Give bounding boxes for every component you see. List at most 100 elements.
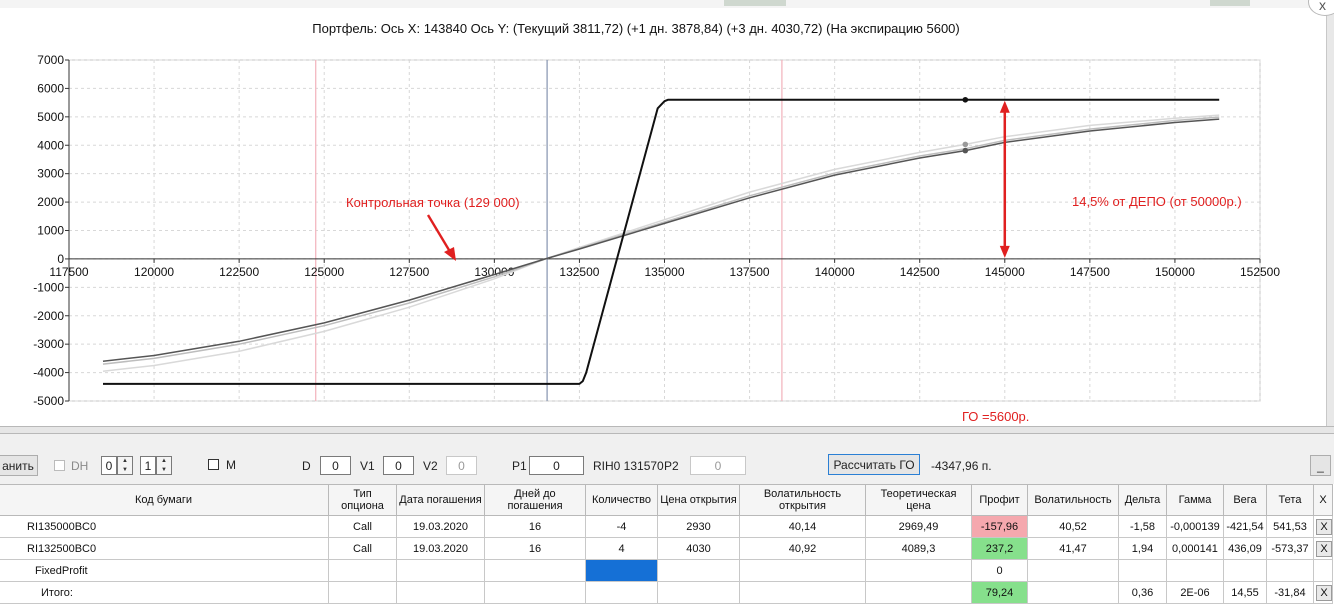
spin1-stepper[interactable]: ▲ ▼ — [117, 456, 133, 475]
v2-input[interactable]: 0 — [446, 456, 477, 475]
column-header[interactable]: Гамма — [1166, 484, 1224, 516]
m-checkbox[interactable] — [208, 459, 219, 470]
column-header[interactable]: Дельта — [1118, 484, 1167, 516]
table-cell[interactable]: -4 — [585, 515, 658, 538]
table-cell[interactable] — [585, 559, 658, 582]
dh-checkbox[interactable] — [54, 460, 65, 471]
table-cell[interactable]: 40,92 — [739, 537, 866, 560]
table-cell[interactable]: 2930 — [657, 515, 740, 538]
remove-row-button[interactable]: X — [1316, 540, 1332, 557]
remove-row-button[interactable]: X — [1316, 584, 1332, 601]
table-cell[interactable] — [1027, 559, 1119, 582]
table-cell[interactable]: 4089,3 — [865, 537, 972, 560]
table-cell[interactable]: -421,54 — [1223, 515, 1267, 538]
table-cell[interactable] — [1166, 559, 1224, 582]
column-header[interactable]: Дата погашения — [396, 484, 485, 516]
table-cell[interactable]: X — [1313, 581, 1333, 604]
table-row[interactable]: RI132500BC0 Call 19.03.2020 16 4 4030 40,92 408… — [0, 537, 1333, 560]
table-cell[interactable]: 4030 — [657, 537, 740, 560]
column-header[interactable]: Тета — [1266, 484, 1314, 516]
table-cell[interactable]: 1,94 — [1118, 537, 1167, 560]
table-cell[interactable]: 2E-06 — [1166, 581, 1224, 604]
table-cell[interactable] — [484, 559, 586, 582]
column-header[interactable]: Волатильность открытия — [739, 484, 866, 516]
table-cell[interactable] — [1313, 559, 1333, 582]
table-cell[interactable]: X — [1313, 515, 1333, 538]
table-cell[interactable]: 16 — [484, 515, 586, 538]
table-cell[interactable]: 237,2 — [971, 537, 1028, 560]
column-header[interactable]: Профит — [971, 484, 1028, 516]
table-cell[interactable] — [328, 581, 397, 604]
table-cell[interactable]: -0,000139 — [1166, 515, 1224, 538]
column-header[interactable]: Теоретическая цена — [865, 484, 972, 516]
table-cell[interactable] — [1118, 559, 1167, 582]
table-cell[interactable]: 541,53 — [1266, 515, 1314, 538]
table-row[interactable]: RI135000BC0 Call 19.03.2020 16 -4 2930 40,14 29… — [0, 515, 1333, 538]
table-cell[interactable] — [396, 559, 485, 582]
table-cell[interactable]: 14,55 — [1223, 581, 1267, 604]
panel-splitter[interactable] — [0, 426, 1334, 434]
table-cell[interactable]: -573,37 — [1266, 537, 1314, 560]
table-cell[interactable]: 0 — [971, 559, 1028, 582]
table-cell[interactable]: 4 — [585, 537, 658, 560]
column-header[interactable]: Тип опциона — [328, 484, 397, 516]
table-cell[interactable] — [865, 559, 972, 582]
table-cell[interactable]: 16 — [484, 537, 586, 560]
table-cell[interactable] — [739, 581, 866, 604]
table-cell[interactable]: -31,84 — [1266, 581, 1314, 604]
table-cell[interactable]: -1,58 — [1118, 515, 1167, 538]
remove-row-button[interactable]: X — [1316, 518, 1332, 535]
table-cell[interactable]: 19.03.2020 — [396, 537, 485, 560]
table-cell[interactable] — [1027, 581, 1119, 604]
table-cell[interactable]: X — [1313, 537, 1333, 560]
table-cell[interactable]: 0,36 — [1118, 581, 1167, 604]
table-cell[interactable] — [739, 559, 866, 582]
spin2-stepper[interactable]: ▲ ▼ — [156, 456, 172, 475]
table-cell[interactable]: FixedProfit — [0, 559, 329, 582]
table-cell[interactable]: 79,24 — [971, 581, 1028, 604]
column-header[interactable]: X — [1313, 484, 1333, 516]
table-cell[interactable]: RI135000BC0 — [0, 515, 329, 538]
column-header[interactable]: Код бумаги — [0, 484, 329, 516]
table-cell[interactable]: -157,96 — [971, 515, 1028, 538]
minimize-panel-button[interactable]: _ — [1310, 455, 1331, 476]
table-cell[interactable] — [865, 581, 972, 604]
table-cell[interactable] — [585, 581, 658, 604]
d-input[interactable]: 0 — [320, 456, 351, 475]
table-cell[interactable]: Итого: — [0, 581, 329, 604]
table-cell[interactable]: Call — [328, 537, 397, 560]
table-cell[interactable] — [657, 581, 740, 604]
spin2-down-icon[interactable]: ▼ — [161, 466, 167, 473]
save-button[interactable]: анить — [0, 455, 38, 476]
p2-input[interactable]: 0 — [690, 456, 746, 475]
spin1-input[interactable]: 0 — [101, 456, 117, 475]
table-cell[interactable]: 40,52 — [1027, 515, 1119, 538]
column-header[interactable]: Вега — [1223, 484, 1267, 516]
portfolio-chart[interactable]: Портфель: Ось X: 143840 Ось Y: (Текущий … — [0, 8, 1326, 426]
table-cell[interactable] — [1223, 559, 1267, 582]
column-header[interactable]: Дней до погашения — [484, 484, 586, 516]
table-cell[interactable] — [484, 581, 586, 604]
v1-input[interactable]: 0 — [383, 456, 414, 475]
p1-input[interactable]: 0 — [529, 456, 584, 475]
column-header[interactable]: Цена открытия — [657, 484, 740, 516]
table-cell[interactable] — [396, 581, 485, 604]
table-row[interactable]: FixedProfit 0 — [0, 559, 1333, 582]
table-row[interactable]: Итого: 79,24 0,36 2E-06 14,55 -31,84 X — [0, 581, 1333, 604]
spin1-down-icon[interactable]: ▼ — [122, 466, 128, 473]
table-cell[interactable]: 2969,49 — [865, 515, 972, 538]
table-cell[interactable]: RI132500BC0 — [0, 537, 329, 560]
table-cell[interactable]: 0,000141 — [1166, 537, 1224, 560]
spin2-up-icon[interactable]: ▲ — [161, 458, 167, 464]
spin2-input[interactable]: 1 — [140, 456, 156, 475]
table-cell[interactable] — [328, 559, 397, 582]
column-header[interactable]: Волатильность — [1027, 484, 1119, 516]
table-cell[interactable] — [657, 559, 740, 582]
table-cell[interactable]: 436,09 — [1223, 537, 1267, 560]
calculate-go-button[interactable]: Рассчитать ГО — [828, 454, 920, 475]
table-cell[interactable]: 19.03.2020 — [396, 515, 485, 538]
spin1-up-icon[interactable]: ▲ — [122, 458, 128, 464]
column-header[interactable]: Количество — [585, 484, 658, 516]
table-cell[interactable]: 41,47 — [1027, 537, 1119, 560]
table-cell[interactable]: 40,14 — [739, 515, 866, 538]
